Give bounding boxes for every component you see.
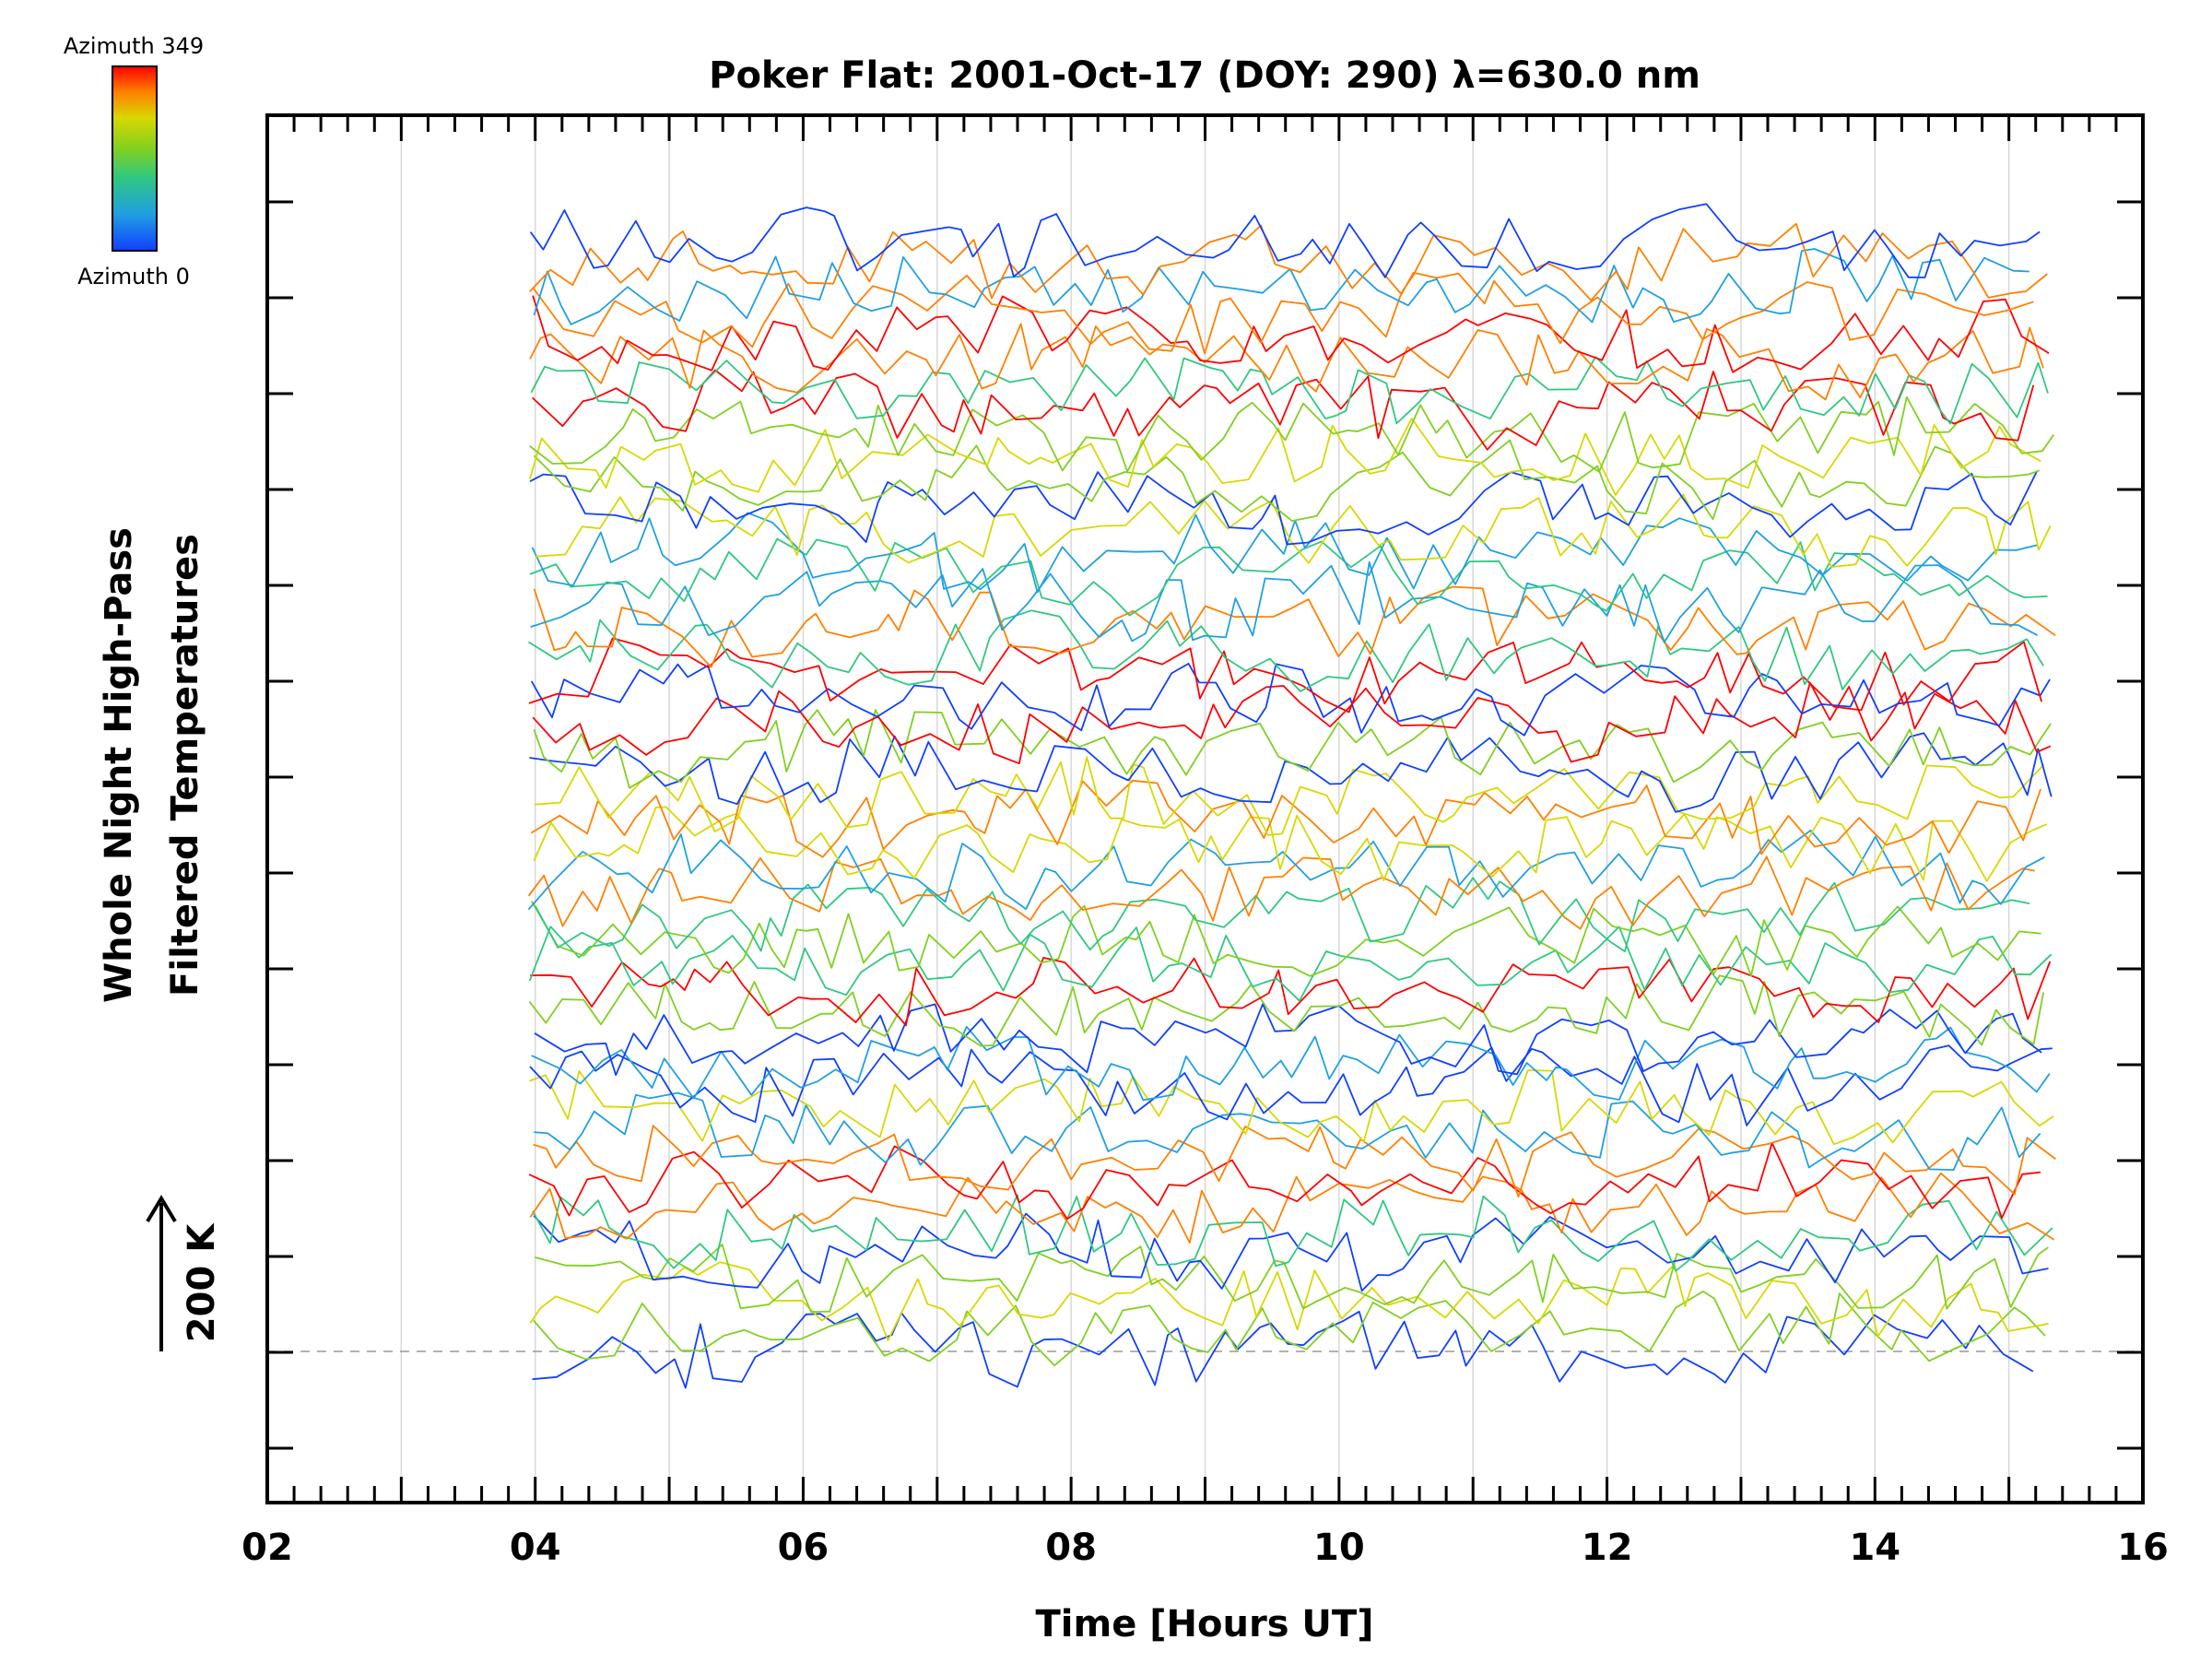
series-line [529,1261,2049,1341]
y-axis-label-line1: Whole Night High-Pass [98,527,140,1003]
series-line [534,1091,2041,1171]
series-line [527,830,2045,911]
scale-arrow [146,1195,177,1351]
series-line [530,779,2041,858]
series-line [527,855,2035,930]
series-line [530,356,2049,425]
series-line [532,271,2034,355]
axis-ticks [265,115,2145,1503]
series-line [534,877,2030,952]
series-line [535,493,2052,568]
series-line [531,1025,2051,1102]
series-line [532,1310,2034,1389]
series-line [528,637,2042,714]
x-tick-label: 16 [2117,1527,2169,1569]
series-line [531,512,2039,594]
series-line [533,585,2056,668]
series-line [533,1291,2046,1367]
series-line [528,609,2044,692]
series-line [530,560,2039,643]
series-line [531,901,2041,977]
series-line [529,1069,2054,1146]
series-line [528,222,2048,301]
series-line [533,1212,2049,1292]
scale-arrow-label: 200 K [181,1222,223,1342]
series-line [533,709,2052,789]
series-line [529,732,2053,813]
series-line [528,974,2044,1047]
chart-title: Poker Flat: 2001-Oct-17 (DOY: 290) λ=630… [709,54,1700,97]
series-line [529,470,2039,546]
colorbar-gradient [112,65,158,252]
x-tick-label: 14 [1849,1527,1900,1569]
series-line [530,957,2052,1027]
series-line [529,1172,2055,1244]
series-line [533,1125,2056,1198]
series-line [529,203,2041,278]
series-line [533,439,2041,522]
colorbar-top-label: Azimuth 349 [64,33,204,59]
colorbar-bottom-label: Azimuth 0 [77,264,190,289]
x-tick-label: 02 [241,1527,293,1569]
x-tick-label: 04 [510,1527,561,1569]
series-line [533,806,2048,882]
x-tick-label: 06 [778,1527,830,1569]
grid-lines [400,115,2010,1503]
series-line [532,295,2050,373]
series-group [527,203,2056,1389]
series-line [529,537,2048,617]
x-tick-labels: 02 04 06 08 10 12 14 16 [241,1527,2169,1569]
series-line [529,395,2054,473]
series-line [531,369,2035,451]
series-line [528,1142,2041,1221]
series-line [532,1194,2053,1272]
series-line [530,663,2051,737]
y-axis-label-line2: Filtered Temperatures [164,534,206,997]
series-line [528,926,2053,1002]
colorbar: Azimuth 349 Azimuth 0 [64,33,204,289]
x-axis-label: Time [Hours UT] [1036,1603,1374,1645]
x-tick-label: 10 [1313,1527,1365,1569]
plot-frame [265,113,2145,1504]
series-line [529,323,2044,401]
x-tick-label: 08 [1045,1527,1097,1569]
series-line [532,681,2052,765]
series-line [529,417,2041,496]
series-line [535,1244,2049,1313]
x-tick-label: 12 [1582,1527,1633,1569]
